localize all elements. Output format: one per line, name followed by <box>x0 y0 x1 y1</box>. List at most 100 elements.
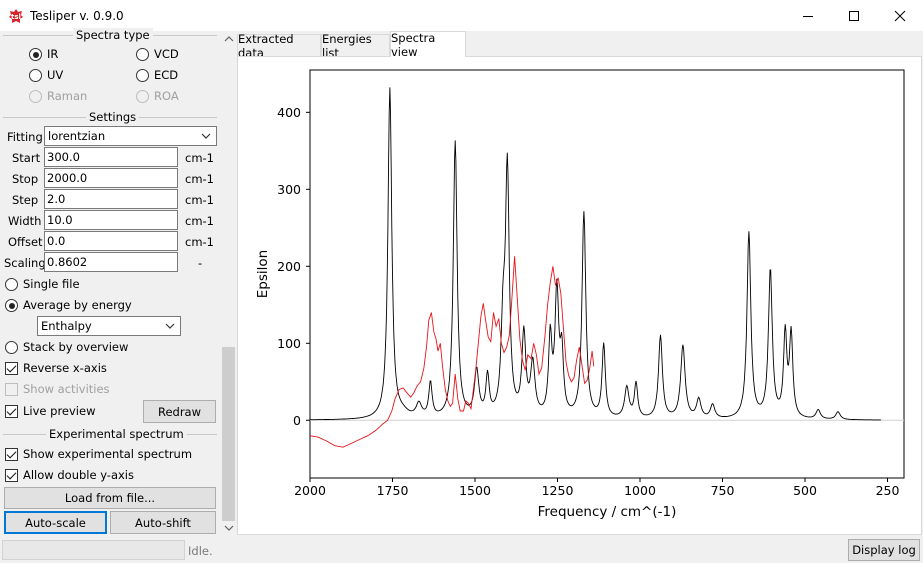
stack-by-overview-label[interactable]: Stack by overview <box>23 340 129 354</box>
x-tick-label: 1000 <box>624 483 656 498</box>
start-field[interactable]: 300.0 <box>44 147 178 167</box>
chevron-down-icon <box>165 323 175 329</box>
chevron-down-icon <box>201 133 211 139</box>
x-tick-label: 2000 <box>294 483 326 498</box>
spectra-type-title: Spectra type <box>73 28 153 42</box>
minimize-button[interactable] <box>785 0 831 31</box>
auto-shift-button[interactable]: Auto-shift <box>110 511 216 534</box>
window-title: Tesliper v. 0.9.0 <box>30 9 124 23</box>
radio-uv[interactable] <box>29 69 42 82</box>
tesliper-app-icon: tsl <box>9 9 23 23</box>
y-tick-label: 0 <box>293 413 301 428</box>
y-tick-label: 400 <box>277 105 301 120</box>
x-tick-label: 500 <box>793 483 817 498</box>
x-axis-ticks: 2000 1750 1500 1250 1000 750 500 250 <box>294 478 899 498</box>
x-tick-label: 250 <box>876 483 900 498</box>
svg-text:tsl: tsl <box>11 13 21 21</box>
stop-field[interactable]: 2000.0 <box>44 168 178 188</box>
close-button[interactable] <box>877 0 923 31</box>
offset-field[interactable]: 0.0 <box>44 231 178 251</box>
scaling-unit: - <box>198 256 203 270</box>
experimental-spectrum-line <box>309 256 595 448</box>
start-label: Start <box>12 151 41 165</box>
maximize-icon <box>849 10 859 21</box>
x-axis-label: Frequency / cm^(-1) <box>538 504 677 520</box>
width-field[interactable]: 10.0 <box>44 210 178 230</box>
fitting-select-value: lorentzian <box>48 129 106 143</box>
y-axis-ticks: 0 100 200 300 400 <box>277 105 310 428</box>
experimental-title: Experimental spectrum <box>46 427 187 441</box>
title-bar: tsl Tesliper v. 0.9.0 <box>0 0 923 31</box>
close-icon <box>894 10 906 21</box>
scaling-field[interactable]: 0.8602 <box>44 252 178 272</box>
step-field[interactable]: 2.0 <box>44 189 178 209</box>
y-tick-label: 300 <box>277 182 301 197</box>
scaling-label: Scaling <box>4 256 46 270</box>
show-activities-label: Show activities <box>23 382 110 396</box>
offset-unit: cm-1 <box>185 235 214 249</box>
x-tick-label: 1750 <box>377 483 409 498</box>
reverse-x-axis-label[interactable]: Reverse x-axis <box>23 361 107 375</box>
width-label: Width <box>8 214 42 228</box>
settings-title: Settings <box>86 110 140 124</box>
progress-bar <box>2 540 185 560</box>
radio-single-file[interactable] <box>5 278 18 291</box>
radio-vcd-label[interactable]: VCD <box>154 47 179 61</box>
minimize-icon <box>803 15 813 17</box>
show-activities-checkbox <box>5 383 18 396</box>
x-tick-label: 750 <box>711 483 735 498</box>
show-experimental-checkbox[interactable] <box>5 448 18 461</box>
average-by-energy-label[interactable]: Average by energy <box>23 298 132 312</box>
plot-frame <box>309 69 905 479</box>
radio-uv-label[interactable]: UV <box>47 68 64 82</box>
radio-raman <box>29 90 42 103</box>
radio-ir-label[interactable]: IR <box>47 47 59 61</box>
scroll-up-icon[interactable] <box>223 33 235 45</box>
scrollbar-thumb[interactable] <box>222 347 235 521</box>
maximize-button[interactable] <box>831 0 877 31</box>
start-unit: cm-1 <box>185 151 214 165</box>
live-preview-checkbox[interactable] <box>5 405 18 418</box>
x-tick-label: 1250 <box>542 483 574 498</box>
radio-vcd[interactable] <box>136 48 149 61</box>
fitting-select[interactable]: lorentzian <box>44 126 217 146</box>
radio-raman-label: Raman <box>47 89 88 103</box>
step-unit: cm-1 <box>185 193 214 207</box>
spectra-lines <box>309 87 881 448</box>
y-tick-label: 100 <box>277 336 301 351</box>
tab-spectra-view[interactable]: Spectra view <box>390 31 466 59</box>
stop-unit: cm-1 <box>185 172 214 186</box>
double-y-axis-checkbox[interactable] <box>5 469 18 482</box>
stop-label: Stop <box>12 172 39 186</box>
reverse-x-axis-checkbox[interactable] <box>5 362 18 375</box>
scroll-down-icon[interactable] <box>223 522 235 534</box>
redraw-button[interactable]: Redraw <box>143 400 216 423</box>
radio-ecd[interactable] <box>136 69 149 82</box>
step-label: Step <box>12 193 39 207</box>
energy-select[interactable]: Enthalpy <box>37 316 181 336</box>
y-axis-label: Epsilon <box>255 250 271 298</box>
fitting-label: Fitting <box>7 130 43 144</box>
spectra-view-pane: 2000 1750 1500 1250 1000 750 500 250 0 100 200 300… <box>237 56 922 535</box>
radio-stack-by-overview[interactable] <box>5 341 18 354</box>
width-unit: cm-1 <box>185 214 214 228</box>
radio-roa-label: ROA <box>154 89 179 103</box>
tab-extracted-data[interactable]: Extracted data <box>237 32 321 60</box>
live-preview-label[interactable]: Live preview <box>23 404 96 418</box>
offset-label: Offset <box>8 235 43 249</box>
radio-average-by-energy[interactable] <box>5 299 18 312</box>
double-y-axis-label[interactable]: Allow double y-axis <box>23 468 134 482</box>
tab-energies-list[interactable]: Energies list <box>321 32 390 60</box>
status-text: Idle. <box>188 544 213 558</box>
load-from-file-button[interactable]: Load from file... <box>4 487 216 509</box>
auto-scale-button[interactable]: Auto-scale <box>4 511 107 534</box>
radio-ir[interactable] <box>29 48 42 61</box>
display-log-button[interactable]: Display log <box>848 539 920 561</box>
energy-select-value: Enthalpy <box>41 319 92 333</box>
show-experimental-label[interactable]: Show experimental spectrum <box>23 447 193 461</box>
spectra-chart: 2000 1750 1500 1250 1000 750 500 250 0 100 200 300… <box>255 69 905 520</box>
single-file-label[interactable]: Single file <box>23 277 80 291</box>
y-tick-label: 200 <box>277 259 301 274</box>
calculated-spectrum-line <box>310 87 881 421</box>
radio-ecd-label[interactable]: ECD <box>154 68 179 82</box>
